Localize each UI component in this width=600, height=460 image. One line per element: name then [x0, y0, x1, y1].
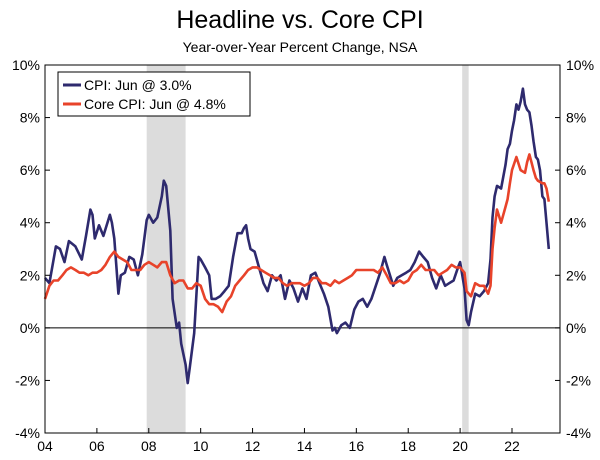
y-tick-label-left: 6%	[20, 162, 40, 178]
y-tick-label-left: -4%	[15, 425, 40, 441]
x-tick-label: 16	[349, 438, 365, 454]
series-line-1	[43, 153, 551, 314]
x-tick-label: 18	[400, 438, 416, 454]
recession-shading	[146, 65, 469, 433]
axis-ticks: -4% -4% -2% -2% 0% 0% 2% 2% 4% 4% 6% 6% 8% 8% 10% 10% 04…	[12, 57, 594, 454]
x-tick-label: 10	[193, 438, 209, 454]
x-tick-label: 12	[245, 438, 261, 454]
chart-subtitle: Year-over-Year Percent Change, NSA	[182, 39, 418, 55]
plot-frame	[44, 64, 561, 434]
y-tick-label-left: 0%	[20, 320, 40, 336]
legend-label-0: CPI: Jun @ 3.0%	[84, 77, 192, 93]
y-tick-label-right: -2%	[566, 372, 591, 388]
x-tick-label: 06	[89, 438, 105, 454]
x-tick-label: 08	[141, 438, 157, 454]
y-tick-label-right: 10%	[566, 57, 594, 73]
y-tick-label-left: 10%	[12, 57, 40, 73]
y-tick-label-left: 8%	[20, 110, 40, 126]
x-tick-label: 04	[37, 438, 53, 454]
y-tick-label-right: 0%	[566, 320, 586, 336]
recession-band-1	[462, 65, 469, 433]
legend: CPI: Jun @ 3.0% Core CPI: Jun @ 4.8%	[57, 71, 251, 117]
y-tick-label-left: 4%	[20, 215, 40, 231]
recession-band-0	[146, 65, 186, 433]
y-tick-label-right: 8%	[566, 110, 586, 126]
x-tick-label: 14	[297, 438, 313, 454]
series-line-0	[43, 87, 551, 385]
y-tick-label-right: 6%	[566, 162, 586, 178]
legend-box	[57, 71, 251, 117]
series-lines	[43, 87, 551, 385]
y-tick-label-right: -4%	[566, 425, 591, 441]
legend-label-1: Core CPI: Jun @ 4.8%	[84, 96, 226, 112]
y-tick-label-right: 4%	[566, 215, 586, 231]
x-tick-label: 22	[504, 438, 520, 454]
y-tick-label-left: 2%	[20, 267, 40, 283]
y-tick-label-right: 2%	[566, 267, 586, 283]
y-tick-label-left: -2%	[15, 372, 40, 388]
chart-title: Headline vs. Core CPI	[176, 6, 424, 34]
x-tick-label: 20	[452, 438, 468, 454]
